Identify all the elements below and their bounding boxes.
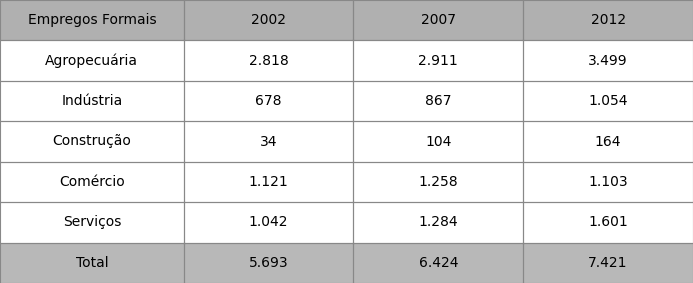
Text: 5.693: 5.693 bbox=[249, 256, 288, 270]
Text: 1.258: 1.258 bbox=[419, 175, 458, 189]
Bar bbox=[184, 0, 353, 40]
Bar bbox=[0, 162, 184, 202]
Text: 1.284: 1.284 bbox=[419, 215, 458, 229]
Text: 867: 867 bbox=[425, 94, 452, 108]
Bar bbox=[353, 202, 523, 243]
Text: 2.818: 2.818 bbox=[249, 54, 288, 68]
Text: 34: 34 bbox=[260, 134, 277, 149]
Text: Indústria: Indústria bbox=[61, 94, 123, 108]
Text: 1.042: 1.042 bbox=[249, 215, 288, 229]
Text: 104: 104 bbox=[425, 134, 452, 149]
Text: 2.911: 2.911 bbox=[419, 54, 458, 68]
Text: 2012: 2012 bbox=[590, 13, 626, 27]
Bar bbox=[0, 121, 184, 162]
Bar bbox=[0, 202, 184, 243]
Bar bbox=[353, 40, 523, 81]
Bar bbox=[353, 0, 523, 40]
Bar bbox=[0, 81, 184, 121]
Text: 1.103: 1.103 bbox=[588, 175, 628, 189]
Text: 3.499: 3.499 bbox=[588, 54, 628, 68]
Text: 2002: 2002 bbox=[251, 13, 286, 27]
Text: 6.424: 6.424 bbox=[419, 256, 458, 270]
Bar bbox=[0, 243, 184, 283]
Text: 7.421: 7.421 bbox=[588, 256, 628, 270]
Text: Empregos Formais: Empregos Formais bbox=[28, 13, 156, 27]
Text: Construção: Construção bbox=[53, 134, 131, 149]
Text: Total: Total bbox=[76, 256, 108, 270]
Bar bbox=[184, 40, 353, 81]
Bar bbox=[523, 40, 693, 81]
Bar bbox=[184, 162, 353, 202]
Text: 1.121: 1.121 bbox=[249, 175, 288, 189]
Text: 2007: 2007 bbox=[421, 13, 456, 27]
Bar bbox=[184, 81, 353, 121]
Bar bbox=[523, 81, 693, 121]
Bar bbox=[353, 81, 523, 121]
Bar bbox=[184, 121, 353, 162]
Text: 678: 678 bbox=[255, 94, 282, 108]
Bar bbox=[523, 0, 693, 40]
Text: Comércio: Comércio bbox=[59, 175, 125, 189]
Bar bbox=[184, 202, 353, 243]
Bar bbox=[184, 243, 353, 283]
Bar bbox=[523, 162, 693, 202]
Text: 164: 164 bbox=[595, 134, 622, 149]
Bar bbox=[523, 202, 693, 243]
Text: 1.601: 1.601 bbox=[588, 215, 628, 229]
Text: Serviços: Serviços bbox=[62, 215, 121, 229]
Bar bbox=[353, 243, 523, 283]
Text: 1.054: 1.054 bbox=[588, 94, 628, 108]
Bar bbox=[353, 121, 523, 162]
Bar bbox=[0, 0, 184, 40]
Text: Agropecuária: Agropecuária bbox=[45, 53, 139, 68]
Bar bbox=[523, 121, 693, 162]
Bar bbox=[0, 40, 184, 81]
Bar bbox=[523, 243, 693, 283]
Bar bbox=[353, 162, 523, 202]
